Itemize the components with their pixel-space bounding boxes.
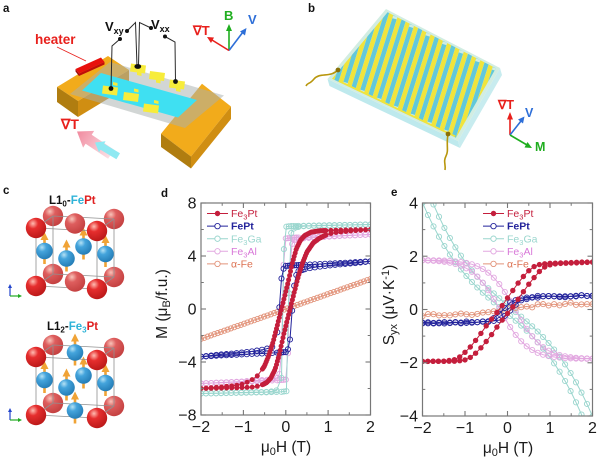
- svg-text:−8: −8: [178, 408, 196, 425]
- svg-text:−1: −1: [234, 419, 252, 436]
- svg-text:V: V: [525, 106, 534, 120]
- svg-text:Fe3​Ga: Fe3​Ga: [231, 233, 262, 247]
- svg-text:∇T: ∇T: [192, 23, 210, 38]
- svg-text:1: 1: [324, 419, 333, 436]
- svg-text:∇T: ∇T: [497, 98, 514, 112]
- svg-text:FePt: FePt: [231, 221, 254, 233]
- svg-text:μ0H (T): μ0H (T): [261, 439, 311, 458]
- svg-text:heater: heater: [35, 32, 76, 47]
- svg-text:Fe3​Al: Fe3​Al: [507, 246, 533, 260]
- svg-text:M: M: [535, 140, 545, 154]
- svg-text:−1: −1: [456, 420, 474, 437]
- svg-text:FePt: FePt: [507, 221, 530, 233]
- svg-text:α-Fe: α-Fe: [231, 259, 253, 271]
- svg-text:Fe3​Pt: Fe3​Pt: [231, 208, 257, 222]
- svg-text:−2: −2: [192, 419, 210, 436]
- svg-text:0: 0: [188, 302, 197, 319]
- svg-text:2: 2: [588, 420, 597, 437]
- svg-text:∇T: ∇T: [60, 116, 79, 132]
- svg-text:−4: −4: [400, 409, 418, 426]
- svg-text:B: B: [224, 8, 233, 23]
- svg-text:4: 4: [409, 196, 418, 213]
- svg-text:M (μB/f.u.): M (μB/f.u.): [154, 269, 173, 339]
- svg-text:0: 0: [503, 420, 512, 437]
- svg-text:−4: −4: [178, 355, 196, 372]
- svg-text:a: a: [3, 3, 10, 15]
- svg-text:c: c: [3, 185, 10, 197]
- svg-text:−2: −2: [413, 420, 431, 437]
- svg-text:L12-Fe3Pt: L12-Fe3Pt: [47, 321, 98, 335]
- svg-text:1: 1: [546, 420, 555, 437]
- svg-text:−2: −2: [400, 355, 418, 372]
- svg-text:d: d: [161, 188, 168, 200]
- svg-text:0: 0: [409, 302, 418, 319]
- svg-text:2: 2: [366, 419, 375, 436]
- svg-text:0: 0: [281, 419, 290, 436]
- svg-text:μ0H (T): μ0H (T): [483, 440, 533, 459]
- svg-text:α-Fe: α-Fe: [507, 259, 529, 271]
- svg-text:2: 2: [409, 249, 418, 266]
- svg-text:Fe3​Ga: Fe3​Ga: [507, 233, 538, 247]
- svg-text:Fe3​Pt: Fe3​Pt: [507, 208, 533, 222]
- svg-text:L10-FePt: L10-FePt: [49, 195, 96, 209]
- svg-text:8: 8: [188, 196, 197, 213]
- svg-text:e: e: [391, 187, 397, 199]
- svg-text:Fe3​Al: Fe3​Al: [231, 246, 257, 260]
- svg-text:4: 4: [188, 249, 197, 266]
- svg-text:b: b: [308, 3, 315, 15]
- svg-text:V: V: [248, 12, 257, 27]
